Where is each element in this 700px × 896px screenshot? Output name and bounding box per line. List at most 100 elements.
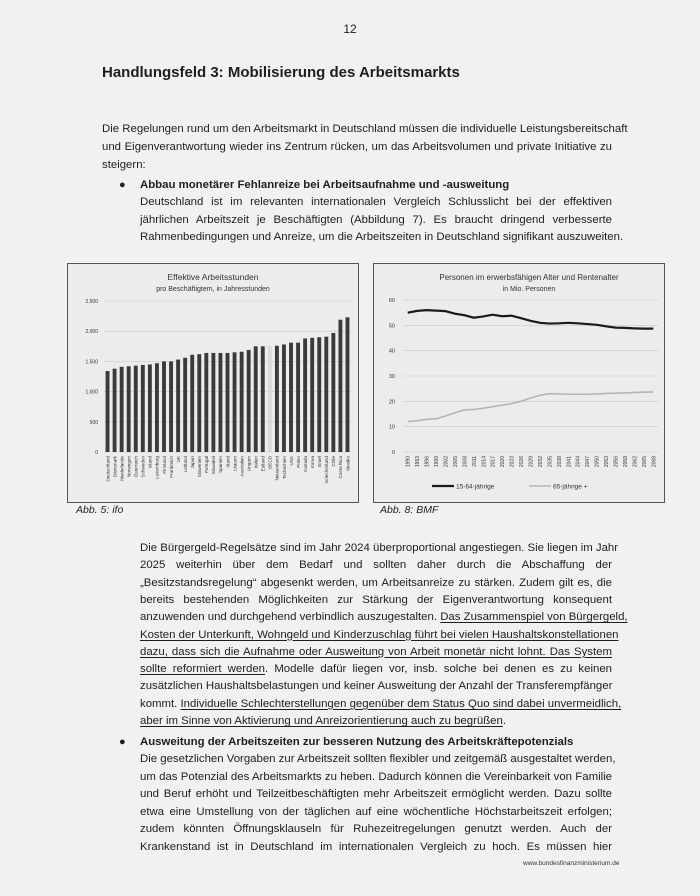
- bar-litauen: [232, 352, 237, 452]
- text-segment: Rahmenbedingungen und Anreize, um die Ar…: [140, 231, 624, 243]
- text-line: Kosten der Unterkunft, Wohngeld und Kind…: [140, 627, 619, 644]
- y-tick-label: 50: [389, 323, 395, 329]
- x-tick-label: 1996: [425, 456, 431, 467]
- x-tick-label: 2068: [651, 456, 657, 467]
- text-segment: kommt.: [140, 697, 181, 710]
- bar-costa-rica: [338, 319, 343, 452]
- bar-chart-svg: Effektive Arbeitsstunden pro Beschäftigte…: [85, 272, 351, 484]
- y-tick-label: 1.000: [85, 390, 98, 396]
- text-line: 2025 weiterhin über dem Bedarf und sollt…: [140, 557, 612, 574]
- x-tick-label: Chile: [331, 456, 336, 467]
- x-tick-label: 2029: [529, 456, 535, 467]
- x-tick-label: 2041: [566, 456, 572, 467]
- y-tick-label: 10: [389, 425, 395, 431]
- y-tick-label: 2.000: [85, 329, 98, 335]
- y-tick-label: 20: [389, 399, 395, 405]
- series-line-1: [407, 391, 654, 423]
- text-line: Krankenstand ist in Deutschland im inter…: [140, 839, 612, 856]
- x-tick-label: UK: [176, 455, 181, 462]
- x-tick-label: Japan: [190, 456, 195, 469]
- bar-kanada: [303, 338, 308, 452]
- bar-tschechien: [282, 344, 286, 452]
- text-segment: etwa eine Umstellung von der täglichen a…: [140, 805, 612, 818]
- bullet1-title: Abbau monetärer Fehlanreize bei Arbeitsa…: [140, 179, 510, 191]
- x-tick-label: 2026: [519, 456, 525, 467]
- bar-usa: [289, 342, 293, 452]
- x-tick-label: Neuseeland: [275, 456, 280, 481]
- bar-island: [147, 364, 152, 452]
- footer-url: www.bundesfinanzministerium.de: [523, 860, 620, 867]
- chart-subtitle: in Mio. Personen: [503, 286, 556, 293]
- bar-mexiko: [345, 317, 350, 452]
- x-tick-label: Lettland: [183, 456, 188, 473]
- x-tick-label: Luxemburg: [155, 456, 160, 479]
- bar-uk: [176, 359, 181, 452]
- text-line: zusätzlichen Haushaltsbelastungen und ke…: [140, 678, 612, 695]
- x-tick-label: 2047: [585, 456, 591, 467]
- x-tick-label: Finnland: [162, 456, 167, 474]
- bullet2-title: Ausweitung der Arbeitszeiten zur bessere…: [140, 736, 574, 748]
- x-tick-label: 2032: [538, 456, 544, 467]
- text-line: sollte reformiert werden. Modelle dafür …: [140, 661, 612, 678]
- x-tick-label: Australien: [239, 456, 244, 477]
- x-tick-label: 2056: [614, 456, 620, 467]
- chart-population: Personen im erwerbsfähigen Alter und Ren…: [373, 263, 665, 503]
- text-line: Die Bürgergeld-Regelsätze sind im Jahr 2…: [140, 540, 618, 557]
- x-tick-label: Slowakei: [211, 456, 216, 474]
- y-tick-label: 500: [90, 420, 99, 426]
- legend-label: 15-64-jährige: [456, 484, 495, 491]
- bar-italien: [253, 346, 258, 452]
- x-tick-label: Irland: [225, 456, 230, 468]
- bar-niederlande: [119, 366, 124, 452]
- x-tick-label: 1999: [434, 456, 440, 467]
- bar-korea: [310, 337, 315, 452]
- bar-neuseeland: [274, 345, 279, 452]
- bar-slowakei: [211, 352, 216, 452]
- text-line: steigern:: [102, 157, 612, 174]
- bar-japan: [190, 354, 195, 452]
- x-tick-label: Litauen: [232, 456, 237, 472]
- x-tick-label: Dänemark: [112, 455, 117, 477]
- text-segment: Die gesetzlichen Vorgaben zur Arbeitszei…: [140, 753, 616, 765]
- underlined-text: Individuelle Schlechterstellungen gegenü…: [180, 697, 622, 710]
- text-line: und Beruf erhöht und Teilzeitbeschäftigt…: [140, 786, 612, 803]
- text-segment: . Modelle dafür liegen vor, insb. solche…: [265, 663, 612, 676]
- text-line: bereits bestehenden Möglichkeiten zur St…: [140, 592, 612, 609]
- bar-lettland: [183, 357, 188, 452]
- y-tick-label: 40: [389, 349, 395, 355]
- bar-israel: [317, 337, 322, 452]
- x-tick-label: 2062: [632, 456, 638, 467]
- x-tick-label: 2038: [557, 456, 563, 467]
- bar-norwegen: [126, 366, 131, 452]
- text-segment: anzuwenden und durchgehend verbindlich a…: [140, 611, 441, 624]
- underlined-text: sollte reformiert werden: [140, 663, 265, 676]
- bar-deutschland: [105, 371, 110, 452]
- x-tick-label: OECD: [268, 455, 273, 469]
- bar-griechenland: [324, 336, 329, 452]
- section-heading: Handlungsfeld 3: Mobilisierung des Arbei…: [102, 64, 460, 81]
- x-tick-label: Deutschland: [105, 456, 110, 482]
- chart-title: Personen im erwerbsfähigen Alter und Ren…: [439, 273, 619, 282]
- bar-polen: [296, 342, 301, 452]
- x-tick-label: 2011: [472, 456, 478, 467]
- bar-luxemburg: [154, 363, 159, 452]
- page-number: 12: [343, 22, 357, 36]
- chart-title: Effektive Arbeitsstunden: [167, 272, 258, 282]
- bar-ungarn: [246, 349, 251, 452]
- text-line: aber im Sinne von Aktivierung und Anreiz…: [140, 713, 612, 730]
- x-tick-label: 2017: [491, 456, 497, 467]
- bar-schweden: [140, 365, 145, 452]
- caption-left: Abb. 5: ifo: [76, 504, 124, 516]
- x-tick-label: 2065: [642, 456, 648, 467]
- x-tick-label: Norwegen: [127, 456, 132, 477]
- legend-label: 65-jährige +: [553, 484, 588, 491]
- x-tick-label: 2005: [453, 456, 459, 467]
- text-line: „Besitzstandsregelung“ abgesenkt werden,…: [140, 575, 612, 592]
- bar-estland: [260, 346, 265, 452]
- text-segment: und Beruf erhöht und Teilzeitbeschäftigt…: [140, 788, 612, 800]
- text-line: etwa eine Umstellung von der täglichen a…: [140, 804, 612, 821]
- caption-right: Abb. 8: BMF: [380, 504, 439, 516]
- text-line: jährlichen Arbeitszeit je Beschäftigten …: [140, 212, 612, 229]
- x-tick-label: Griechenland: [324, 456, 329, 484]
- y-tick-label: 0: [95, 450, 98, 456]
